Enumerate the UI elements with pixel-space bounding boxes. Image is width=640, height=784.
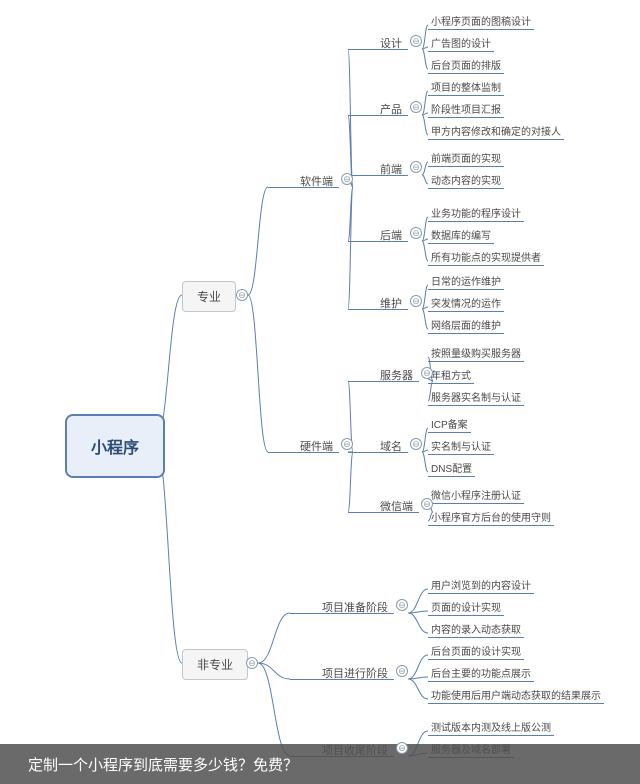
toggle-icon[interactable]: ⊖ [396, 599, 408, 611]
toggle-icon[interactable]: ⊖ [341, 438, 353, 450]
leaf-node: 网络层面的维护 [428, 316, 504, 334]
leaf-node: 微信小程序注册认证 [428, 486, 524, 504]
leaf-node: 服务器实名制与认证 [428, 388, 524, 406]
toggle-icon[interactable]: ⊖ [341, 173, 353, 185]
toggle-icon[interactable]: ⊖ [246, 657, 258, 669]
leaf-node: 数据库的编写 [428, 226, 494, 244]
leaf-node: 功能使用后用户端动态获取的结果展示 [428, 686, 604, 704]
subcategory-backend: 后端 [376, 225, 406, 245]
subcategory-maint: 维护 [376, 293, 406, 313]
mindmap-container: 小程序专业⊖非专业⊖软件端⊖硬件端⊖项目准备阶段⊖项目进行阶段⊖项目收尾阶段⊖设… [0, 0, 640, 784]
toggle-icon[interactable]: ⊖ [396, 742, 408, 754]
leaf-node: 阶段性项目汇报 [428, 100, 504, 118]
toggle-icon[interactable]: ⊖ [410, 35, 422, 47]
leaf-node: 后台页面的排版 [428, 56, 504, 74]
toggle-icon[interactable]: ⊖ [410, 101, 422, 113]
leaf-node: 所有功能点的实现提供者 [428, 248, 544, 266]
toggle-icon[interactable]: ⊖ [236, 289, 248, 301]
caption-text: 定制一个小程序到底需要多少钱？免费？ [28, 754, 298, 775]
category-phase2: 项目进行阶段 [318, 663, 392, 683]
category-hard: 硬件端 [296, 436, 337, 456]
leaf-node: 测试版本内测及线上版公测 [428, 718, 554, 736]
leaf-node: 突发情况的运作 [428, 294, 504, 312]
leaf-node: 后台主要的功能点展示 [428, 664, 534, 682]
leaf-node: 甲方内容修改和确定的对接人 [428, 122, 564, 140]
branch-node-nonpro: 非专业 [182, 649, 248, 680]
category-soft: 软件端 [296, 171, 337, 191]
leaf-node: 年租方式 [428, 366, 474, 384]
leaf-node: ICP备案 [428, 415, 471, 433]
leaf-node: 广告图的设计 [428, 34, 494, 52]
toggle-icon[interactable]: ⊖ [421, 367, 433, 379]
leaf-node: 项目的整体监制 [428, 78, 504, 96]
leaf-node: 按照量级购买服务器 [428, 344, 524, 362]
subcategory-server: 服务器 [376, 365, 417, 385]
leaf-node: 日常的运作维护 [428, 272, 504, 290]
leaf-node: 业务功能的程序设计 [428, 204, 524, 222]
subcategory-product: 产品 [376, 99, 406, 119]
subcategory-wechat: 微信端 [376, 496, 417, 516]
subcategory-domain: 域名 [376, 436, 406, 456]
toggle-icon[interactable]: ⊖ [410, 438, 422, 450]
toggle-icon[interactable]: ⊖ [410, 161, 422, 173]
branch-node-pro: 专业 [182, 281, 236, 312]
leaf-node: 内容的录入动态获取 [428, 620, 524, 638]
toggle-icon[interactable]: ⊖ [396, 665, 408, 677]
subcategory-design: 设计 [376, 33, 406, 53]
leaf-node: 小程序页面的图稿设计 [428, 12, 534, 30]
leaf-node: 小程序官方后台的使用守则 [428, 508, 554, 526]
root-node: 小程序 [65, 414, 165, 478]
toggle-icon[interactable]: ⊖ [421, 498, 433, 510]
toggle-icon[interactable]: ⊖ [410, 227, 422, 239]
toggle-icon[interactable]: ⊖ [410, 295, 422, 307]
leaf-node: 实名制与认证 [428, 437, 494, 455]
subcategory-frontend: 前端 [376, 159, 406, 179]
leaf-node: 前端页面的实现 [428, 149, 504, 167]
category-phase1: 项目准备阶段 [318, 597, 392, 617]
leaf-node: 用户浏览到的内容设计 [428, 576, 534, 594]
leaf-node: 页面的设计实现 [428, 598, 504, 616]
leaf-node: DNS配置 [428, 459, 475, 477]
leaf-node: 后台页面的设计实现 [428, 642, 524, 660]
leaf-node: 动态内容的实现 [428, 171, 504, 189]
caption-bar: 定制一个小程序到底需要多少钱？免费？ [0, 744, 640, 784]
